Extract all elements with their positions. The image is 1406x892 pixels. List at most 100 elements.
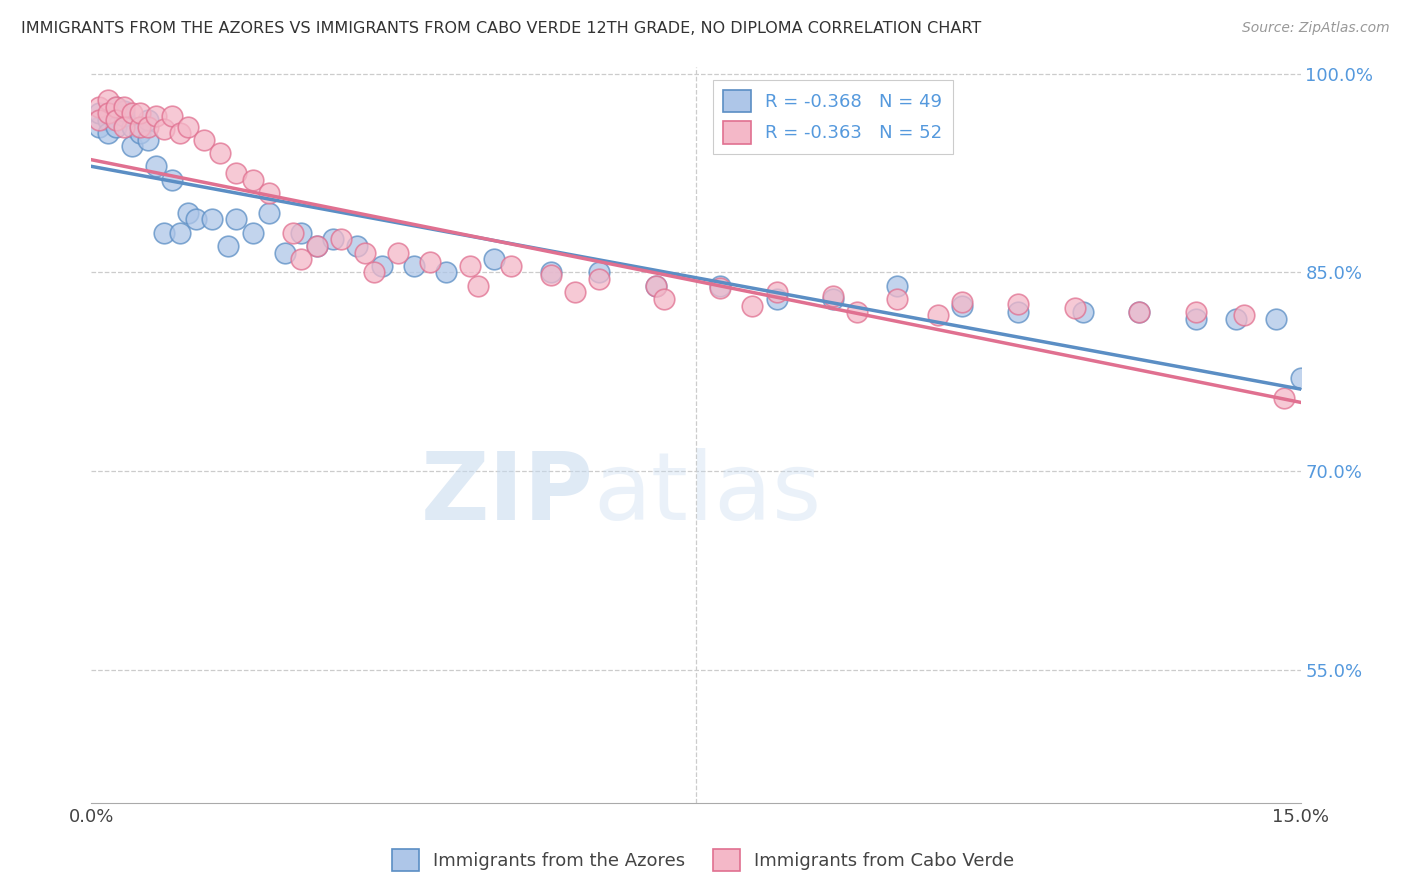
Point [588,272,610,286]
Point [467,278,489,293]
Point [1007,297,1029,311]
Point [121,106,143,120]
Point [1128,305,1150,319]
Point [104,100,127,114]
Point [419,255,441,269]
Point [886,292,908,306]
Point [242,172,264,186]
Point [644,278,666,293]
Point [89,112,111,127]
Point [1233,308,1256,322]
Point [363,265,385,279]
Point [765,285,787,300]
Point [540,265,562,279]
Point [1128,305,1150,319]
Text: Source: ZipAtlas.com: Source: ZipAtlas.com [1241,21,1389,36]
Point [112,103,135,118]
Legend: R = -0.368   N = 49, R = -0.363   N = 52: R = -0.368 N = 49, R = -0.363 N = 52 [713,79,953,154]
Point [96,112,118,127]
Point [1184,305,1206,319]
Point [307,239,329,253]
Point [950,299,973,313]
Point [160,109,183,123]
Point [209,146,232,161]
Point [201,212,224,227]
Point [128,106,150,120]
Point [588,265,610,279]
Point [846,305,869,319]
Point [330,232,353,246]
Point [307,239,329,253]
Point [104,100,127,114]
Point [458,259,481,273]
Point [274,245,297,260]
Point [1225,311,1247,326]
Point [499,259,522,273]
Point [709,281,731,295]
Legend: Immigrants from the Azores, Immigrants from Cabo Verde: Immigrants from the Azores, Immigrants f… [385,842,1021,879]
Point [128,126,150,140]
Text: ZIP: ZIP [420,448,593,540]
Point [96,93,118,107]
Point [169,126,191,140]
Point [821,289,844,303]
Point [354,245,377,260]
Point [177,120,200,134]
Point [136,120,159,134]
Point [886,278,908,293]
Point [387,245,409,260]
Point [322,232,344,246]
Point [121,120,143,134]
Point [217,239,239,253]
Point [709,278,731,293]
Point [1274,392,1296,406]
Point [145,159,167,173]
Point [402,259,425,273]
Point [1071,305,1094,319]
Point [741,299,763,313]
Point [225,166,247,180]
Point [104,120,127,134]
Point [950,294,973,309]
Point [1289,371,1312,385]
Point [346,239,368,253]
Point [112,109,135,123]
Point [193,133,215,147]
Point [160,172,183,186]
Point [96,106,118,120]
Point [257,206,280,220]
Point [121,139,143,153]
Point [89,106,111,120]
Point [128,120,150,134]
Point [484,252,506,267]
Point [564,285,586,300]
Point [257,186,280,200]
Point [153,122,176,136]
Point [89,120,111,134]
Point [1007,305,1029,319]
Point [1063,301,1085,316]
Point [136,112,159,127]
Point [290,226,312,240]
Point [242,226,264,240]
Point [104,106,127,120]
Point [112,100,135,114]
Point [169,226,191,240]
Point [136,133,159,147]
Point [1265,311,1288,326]
Point [370,259,392,273]
Point [927,308,949,322]
Point [281,226,304,240]
Point [153,226,176,240]
Point [765,292,787,306]
Point [290,252,312,267]
Point [186,212,208,227]
Point [104,112,127,127]
Point [225,212,247,227]
Point [145,109,167,123]
Point [652,292,675,306]
Text: atlas: atlas [593,448,821,540]
Point [540,268,562,282]
Point [644,278,666,293]
Point [112,120,135,134]
